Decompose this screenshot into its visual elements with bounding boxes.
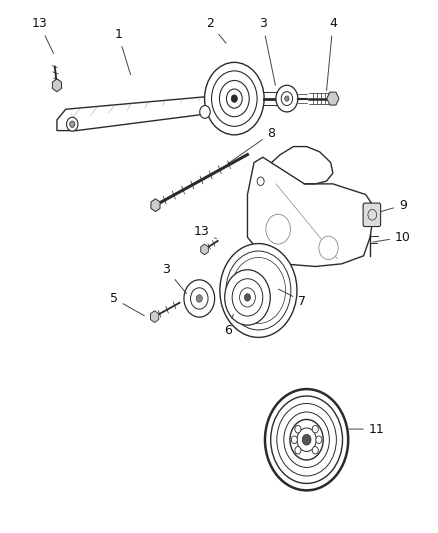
Circle shape (67, 117, 78, 131)
Text: 11: 11 (349, 423, 385, 435)
Circle shape (276, 85, 298, 112)
Text: 5: 5 (110, 292, 144, 316)
Circle shape (271, 396, 343, 483)
Text: 7: 7 (279, 289, 306, 308)
Circle shape (231, 95, 237, 102)
Circle shape (277, 403, 336, 476)
Circle shape (295, 425, 301, 433)
Text: 8: 8 (228, 127, 276, 164)
Circle shape (297, 428, 316, 451)
Circle shape (285, 96, 289, 101)
Circle shape (316, 436, 322, 443)
Circle shape (225, 270, 270, 325)
Polygon shape (201, 244, 208, 255)
Text: 3: 3 (259, 18, 276, 85)
FancyBboxPatch shape (363, 203, 381, 227)
Circle shape (196, 295, 202, 302)
Circle shape (257, 177, 264, 185)
Circle shape (291, 436, 297, 443)
Text: 6: 6 (224, 314, 233, 337)
Circle shape (244, 294, 251, 301)
Circle shape (200, 106, 210, 118)
Text: 4: 4 (327, 18, 337, 91)
Circle shape (212, 71, 257, 126)
Circle shape (191, 288, 208, 309)
Circle shape (226, 251, 291, 330)
Circle shape (219, 80, 249, 117)
Circle shape (184, 280, 215, 317)
Circle shape (220, 244, 297, 337)
Polygon shape (150, 311, 159, 322)
Text: 9: 9 (368, 199, 407, 215)
Circle shape (295, 447, 301, 454)
Circle shape (302, 434, 311, 445)
Circle shape (240, 288, 255, 307)
Text: 13: 13 (194, 225, 216, 239)
Text: 10: 10 (373, 231, 411, 244)
Circle shape (205, 62, 264, 135)
Circle shape (265, 389, 348, 490)
Polygon shape (53, 79, 61, 92)
Text: 13: 13 (32, 18, 53, 53)
Circle shape (70, 121, 75, 127)
Circle shape (231, 257, 286, 324)
Circle shape (281, 92, 293, 106)
Circle shape (290, 419, 323, 460)
Polygon shape (151, 199, 160, 212)
Text: 3: 3 (162, 263, 187, 294)
Circle shape (312, 447, 318, 454)
Text: 2: 2 (206, 18, 226, 43)
Circle shape (319, 236, 338, 260)
Text: 1: 1 (114, 28, 131, 75)
Circle shape (284, 412, 329, 467)
Circle shape (312, 425, 318, 433)
Circle shape (266, 214, 290, 244)
Polygon shape (57, 96, 223, 131)
Polygon shape (327, 92, 339, 105)
Circle shape (226, 89, 242, 108)
Polygon shape (247, 157, 374, 266)
Circle shape (232, 279, 263, 316)
